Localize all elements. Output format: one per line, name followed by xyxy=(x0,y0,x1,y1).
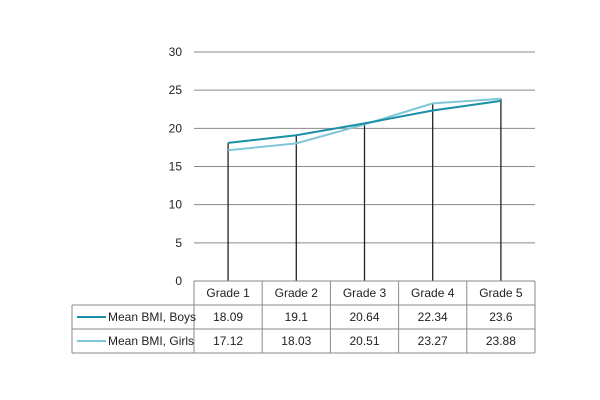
legend-label: Mean BMI, Girls xyxy=(108,334,194,348)
data-value-label: 22.34 xyxy=(418,310,448,324)
y-axis-ticks: 0 5 10 15 20 25 30 xyxy=(169,45,183,288)
legend-label: Mean BMI, Boys xyxy=(108,310,196,324)
category-label: Grade 1 xyxy=(206,286,250,300)
y-tick-label: 0 xyxy=(175,274,182,288)
category-label: Grade 2 xyxy=(275,286,319,300)
y-tick-label: 5 xyxy=(175,236,182,250)
data-value-label: 19.1 xyxy=(285,310,309,324)
category-label: Grade 5 xyxy=(479,286,523,300)
series-line-mean-bmi-boys xyxy=(227,99,502,144)
data-value-label: 18.09 xyxy=(213,310,243,324)
y-tick-label: 25 xyxy=(169,83,183,97)
data-value-label: 20.64 xyxy=(349,310,379,324)
category-drop-lines xyxy=(227,98,502,281)
data-table: Grade 1 Grade 2 Grade 3 Grade 4 Grade 5 Mean … xyxy=(71,280,536,354)
category-label: Grade 4 xyxy=(411,286,455,300)
data-value-label: 17.12 xyxy=(213,334,243,348)
series-lines xyxy=(227,97,502,152)
y-tick-label: 10 xyxy=(169,198,183,212)
category-label: Grade 3 xyxy=(343,286,387,300)
data-value-label: 23.27 xyxy=(418,334,448,348)
data-value-label: 20.51 xyxy=(349,334,379,348)
y-tick-label: 30 xyxy=(169,45,183,59)
y-tick-label: 20 xyxy=(169,121,183,135)
y-tick-label: 15 xyxy=(169,160,183,174)
data-value-label: 23.6 xyxy=(489,310,513,324)
data-value-label: 18.03 xyxy=(281,334,311,348)
data-value-label: 23.88 xyxy=(486,334,516,348)
